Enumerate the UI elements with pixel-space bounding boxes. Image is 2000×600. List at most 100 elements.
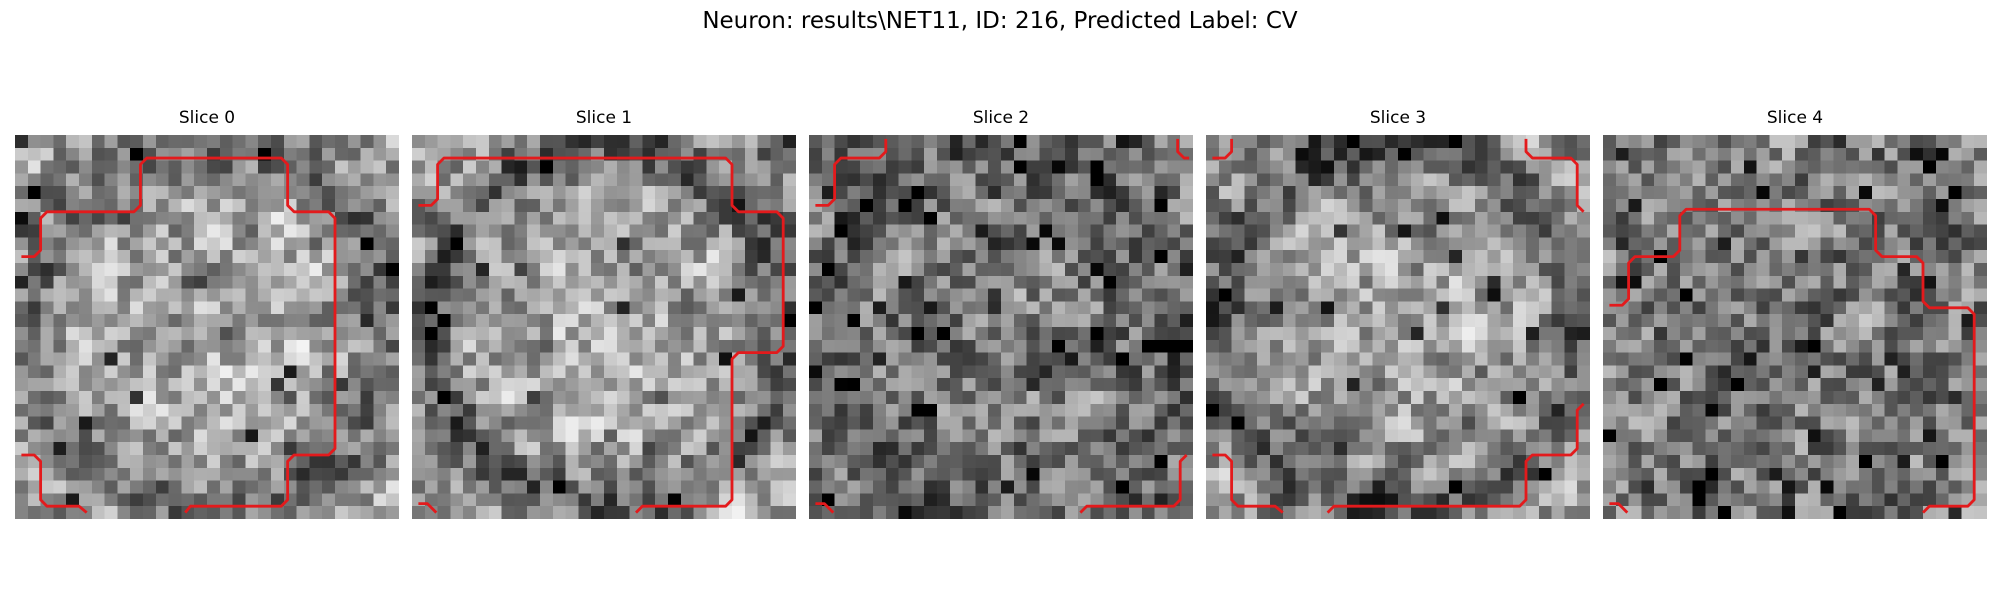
voxel bbox=[104, 301, 118, 315]
voxel bbox=[437, 211, 451, 225]
voxel bbox=[27, 186, 41, 200]
voxel bbox=[1398, 442, 1412, 456]
voxel bbox=[91, 480, 105, 494]
voxel bbox=[1129, 186, 1143, 200]
voxel bbox=[1462, 135, 1476, 149]
voxel bbox=[1065, 173, 1079, 187]
voxel bbox=[1654, 493, 1668, 507]
voxel bbox=[668, 301, 682, 315]
voxel bbox=[1923, 403, 1937, 417]
voxel bbox=[335, 365, 349, 379]
voxel bbox=[143, 135, 157, 149]
voxel bbox=[1795, 378, 1809, 392]
voxel bbox=[1154, 263, 1168, 277]
voxel bbox=[1526, 301, 1540, 315]
voxel bbox=[680, 186, 694, 200]
voxel bbox=[1820, 480, 1834, 494]
voxel bbox=[347, 391, 361, 405]
voxel bbox=[66, 160, 80, 174]
voxel bbox=[552, 301, 566, 315]
voxel bbox=[450, 250, 464, 264]
voxel bbox=[1513, 403, 1527, 417]
voxel bbox=[1807, 493, 1821, 507]
voxel bbox=[1538, 455, 1552, 469]
voxel bbox=[1334, 237, 1348, 251]
voxel bbox=[1167, 160, 1181, 174]
voxel bbox=[450, 365, 464, 379]
voxel bbox=[1462, 211, 1476, 225]
voxel bbox=[53, 378, 67, 392]
voxel bbox=[1859, 301, 1873, 315]
voxel bbox=[1410, 211, 1424, 225]
voxel bbox=[450, 506, 464, 519]
voxel bbox=[1935, 429, 1949, 443]
voxel bbox=[143, 250, 157, 264]
voxel bbox=[1026, 211, 1040, 225]
voxel bbox=[616, 455, 630, 469]
voxel bbox=[1103, 403, 1117, 417]
voxel bbox=[1231, 365, 1245, 379]
voxel bbox=[1129, 211, 1143, 225]
voxel bbox=[1257, 275, 1271, 289]
voxel bbox=[988, 403, 1002, 417]
voxel bbox=[962, 250, 976, 264]
voxel bbox=[1654, 301, 1668, 315]
voxel bbox=[1884, 391, 1898, 405]
voxel bbox=[873, 173, 887, 187]
voxel bbox=[1346, 352, 1360, 366]
voxel bbox=[1500, 301, 1514, 315]
voxel bbox=[706, 352, 720, 366]
voxel bbox=[565, 403, 579, 417]
voxel bbox=[1667, 378, 1681, 392]
voxel bbox=[1090, 339, 1104, 353]
voxel bbox=[1526, 442, 1540, 456]
voxel bbox=[719, 416, 733, 430]
voxel bbox=[501, 237, 515, 251]
voxel bbox=[1282, 339, 1296, 353]
voxel bbox=[1141, 403, 1155, 417]
voxel bbox=[1218, 493, 1232, 507]
voxel bbox=[1013, 506, 1027, 519]
voxel bbox=[1961, 467, 1975, 481]
voxel bbox=[283, 135, 297, 149]
voxel bbox=[616, 275, 630, 289]
voxel bbox=[834, 288, 848, 302]
voxel bbox=[476, 263, 490, 277]
voxel bbox=[1871, 339, 1885, 353]
voxel bbox=[1923, 416, 1937, 430]
voxel bbox=[476, 288, 490, 302]
voxel bbox=[1935, 493, 1949, 507]
voxel bbox=[283, 250, 297, 264]
voxel bbox=[424, 263, 438, 277]
voxel bbox=[514, 429, 528, 443]
voxel bbox=[1321, 135, 1335, 149]
voxel bbox=[1551, 173, 1565, 187]
voxel bbox=[924, 429, 938, 443]
voxel bbox=[1833, 250, 1847, 264]
voxel bbox=[809, 506, 823, 519]
voxel bbox=[1398, 173, 1412, 187]
slice-title-2: Slice 2 bbox=[972, 108, 1030, 128]
voxel bbox=[155, 250, 169, 264]
voxel bbox=[450, 480, 464, 494]
voxel bbox=[1103, 416, 1117, 430]
voxel bbox=[463, 455, 477, 469]
voxel bbox=[1859, 378, 1873, 392]
voxel bbox=[194, 237, 208, 251]
voxel bbox=[1692, 403, 1706, 417]
voxel bbox=[450, 429, 464, 443]
voxel bbox=[1769, 275, 1783, 289]
voxel bbox=[1577, 301, 1590, 315]
voxel bbox=[1897, 442, 1911, 456]
voxel bbox=[373, 403, 387, 417]
voxel bbox=[552, 480, 566, 494]
voxel bbox=[79, 352, 93, 366]
voxel bbox=[360, 506, 374, 519]
voxel bbox=[1295, 506, 1309, 519]
voxel bbox=[53, 352, 67, 366]
voxel bbox=[1372, 147, 1386, 161]
voxel bbox=[1910, 275, 1924, 289]
voxel bbox=[373, 224, 387, 238]
voxel bbox=[1526, 327, 1540, 341]
voxel bbox=[1180, 301, 1193, 315]
